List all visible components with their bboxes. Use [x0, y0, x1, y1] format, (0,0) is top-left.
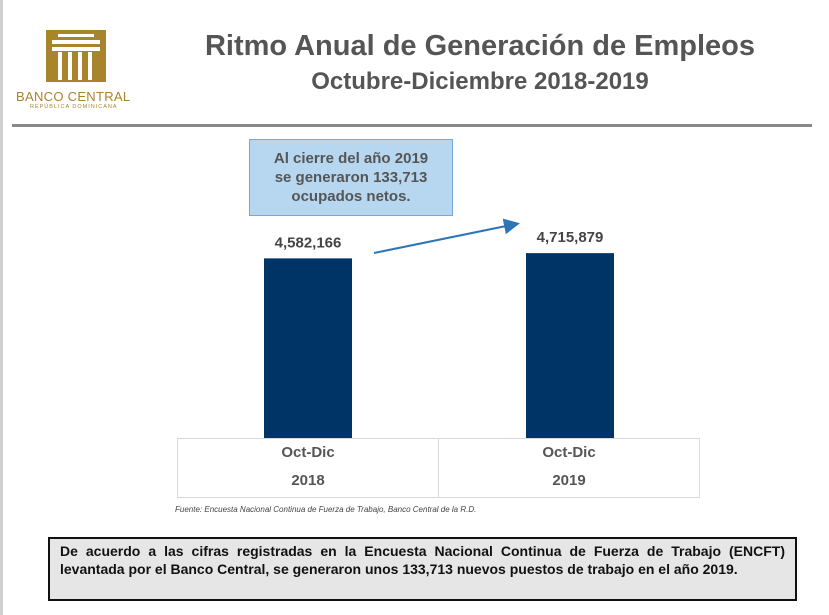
category-year: 2019	[552, 472, 586, 489]
bar	[264, 258, 352, 438]
data-label: 4,715,879	[537, 229, 604, 246]
callout-box: Al cierre del año 2019 se generaron 133,…	[249, 139, 453, 216]
slide-edge	[0, 0, 3, 615]
bar	[526, 253, 614, 438]
category-cell: Oct-Dic 2018	[177, 438, 439, 498]
category-cell: Oct-Dic 2019	[438, 438, 700, 498]
trend-arrow	[373, 218, 520, 254]
category-label: Oct-Dic	[542, 444, 596, 461]
callout-line: se generaron 133,713	[274, 169, 428, 186]
source-note: Fuente: Encuesta Nacional Continua de Fu…	[175, 505, 477, 514]
data-label: 4,582,166	[275, 234, 342, 251]
callout-line: ocupados netos.	[291, 188, 411, 205]
logo-name: BANCO CENTRAL	[16, 89, 131, 104]
callout-line: Al cierre del año 2019	[273, 150, 429, 167]
page-title: Ritmo Anual de Generación de Empleos	[204, 30, 756, 62]
title-divider	[12, 124, 812, 127]
bank-logo-icon	[46, 30, 106, 82]
category-label: Oct-Dic	[281, 444, 335, 461]
category-year: 2018	[291, 472, 325, 489]
summary-note: De acuerdo a las cifras registradas en l…	[48, 537, 797, 601]
page-subtitle: Octubre-Diciembre 2018-2019	[311, 68, 649, 95]
logo-subtitle: REPÚBLICA DOMINICANA	[30, 104, 118, 110]
